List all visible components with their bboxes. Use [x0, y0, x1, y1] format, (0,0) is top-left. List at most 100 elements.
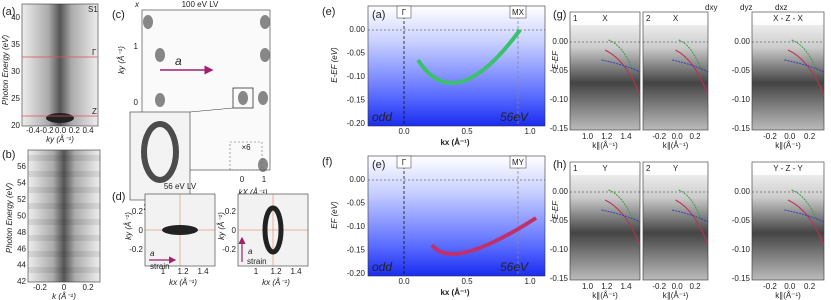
band-fit [678, 39, 702, 71]
axis-label: E-EF [551, 200, 560, 219]
x-tick-label: 1.0 [582, 282, 594, 291]
image-feature [238, 91, 248, 105]
band-fit [608, 189, 634, 221]
y-tick-label: -0.10 [550, 245, 569, 254]
cut-label: Γ [92, 48, 97, 57]
x-tick-label: -0.2 [40, 126, 54, 135]
y-tick-label: 48 [17, 228, 26, 237]
image [642, 161, 709, 281]
x-tick-label: 0 [62, 283, 67, 292]
image [569, 161, 641, 281]
x-tick-label: 1.4 [290, 267, 302, 276]
image [27, 149, 101, 283]
energy: 56eV [500, 260, 529, 274]
y-tick-label: 40 [11, 13, 20, 22]
x-tick-label: 1 [161, 267, 166, 276]
arrow-label: a [175, 54, 182, 68]
y-tick-label: 56 [17, 162, 26, 171]
x-tick-label: 0.0 [398, 277, 410, 286]
axis-label: k∥(Å⁻¹) [775, 291, 801, 300]
x-tick-label: 1 [262, 175, 267, 184]
axis-label: kx (Å⁻¹) [440, 138, 469, 147]
y-tick-label: -0.05 [732, 216, 751, 225]
point-box [509, 5, 527, 19]
x-tick-label: 0.2 [804, 132, 816, 141]
y-tick-label: -0.15 [347, 246, 366, 255]
x-tick-label: 1.0 [524, 277, 536, 286]
x-tick-label: 0.2 [82, 283, 94, 292]
cut-label: Z [92, 107, 97, 116]
y-tick-label: 0 [232, 226, 237, 235]
plot-number: 1 [573, 14, 578, 23]
band-fit [608, 39, 634, 71]
band-fit [604, 49, 641, 96]
point-box [396, 5, 412, 19]
plot-number: 2 [646, 14, 651, 23]
legend-entry: dxy [705, 3, 717, 12]
point-box [509, 155, 527, 169]
axis-label: k∥(Å⁻¹) [592, 141, 618, 150]
y-tick-label: 0.00 [734, 187, 750, 196]
x-tick-label: 0.2 [804, 282, 816, 291]
x-tick-label: 0.0 [672, 132, 684, 141]
y-tick-label: 0 [139, 226, 144, 235]
image-band [28, 171, 100, 177]
panel-label: (f) [322, 156, 332, 168]
polarization: odd [372, 110, 392, 124]
band-fit [601, 209, 641, 223]
title: 56 eV LV [164, 182, 197, 191]
axis-label: k∥(Å⁻¹) [775, 141, 801, 150]
panel-label: (d) [112, 191, 125, 203]
y-tick-label: 0 [134, 98, 139, 107]
panel-label: (e) [322, 6, 335, 18]
plot-number: 1 [573, 164, 578, 173]
axis-label: ky (Å⁻¹) [124, 212, 133, 240]
image [751, 11, 825, 131]
x-tick-label: 1.2 [601, 132, 613, 141]
x-tick-label: 0.2 [69, 126, 81, 135]
axis-label: k∥(Å⁻¹) [663, 141, 689, 150]
axis-label: EF (eV) [330, 201, 339, 229]
y-tick-label: -0.15 [347, 96, 366, 105]
band-fit [784, 209, 825, 223]
y-tick-label: 0.00 [349, 25, 365, 34]
x-tick-label: 0.0 [784, 282, 796, 291]
y-tick-label: -0.15 [732, 274, 751, 283]
y-tick-label: 25 [11, 94, 20, 103]
image-band [28, 155, 100, 161]
panel-label: (g) [553, 9, 566, 21]
image-feature [162, 225, 198, 235]
x-tick-label: 1.4 [197, 267, 209, 276]
y-tick-label: -0.10 [347, 222, 366, 231]
point-label: MX [512, 8, 525, 17]
plot-symbol: X [673, 14, 679, 23]
x-tick-label: -0.2 [33, 283, 47, 292]
x-tick-label: 0 [240, 175, 245, 184]
axis-label: E-EF [551, 50, 560, 69]
y-tick-label: 50 [17, 211, 26, 220]
axis-label: k (Å⁻¹) [52, 292, 76, 300]
tag-box [753, 13, 823, 25]
y-tick-label: -0.2 [129, 245, 143, 254]
y-tick-label: 46 [17, 244, 26, 253]
image-feature [143, 15, 153, 29]
band-fit [678, 189, 702, 221]
point-label: MY [512, 158, 525, 167]
arrow-label: strain [150, 262, 170, 271]
arrow-label: strain [247, 257, 267, 266]
axis-label: kx (Å⁻¹) [169, 278, 197, 287]
x-tick-label: 1.4 [620, 282, 632, 291]
y-tick-label: -0.05 [550, 66, 569, 75]
image-feature [258, 91, 268, 105]
x-tick-label: 1.0 [524, 127, 536, 136]
y-tick-label: 0.00 [349, 175, 365, 184]
image [751, 161, 825, 281]
axis-label: Photon Energy (eV) [5, 183, 14, 254]
plot-symbol: Y - Z - Y [773, 164, 803, 173]
plot-symbol: Y [673, 164, 679, 173]
x-tick-label: 0.2 [689, 282, 701, 291]
y-tick-label: 0.00 [552, 187, 568, 196]
axis-label: ky (Å⁻¹) [46, 135, 74, 144]
y-tick-label: -0.10 [550, 95, 569, 104]
y-tick-label: 42 [17, 277, 26, 286]
